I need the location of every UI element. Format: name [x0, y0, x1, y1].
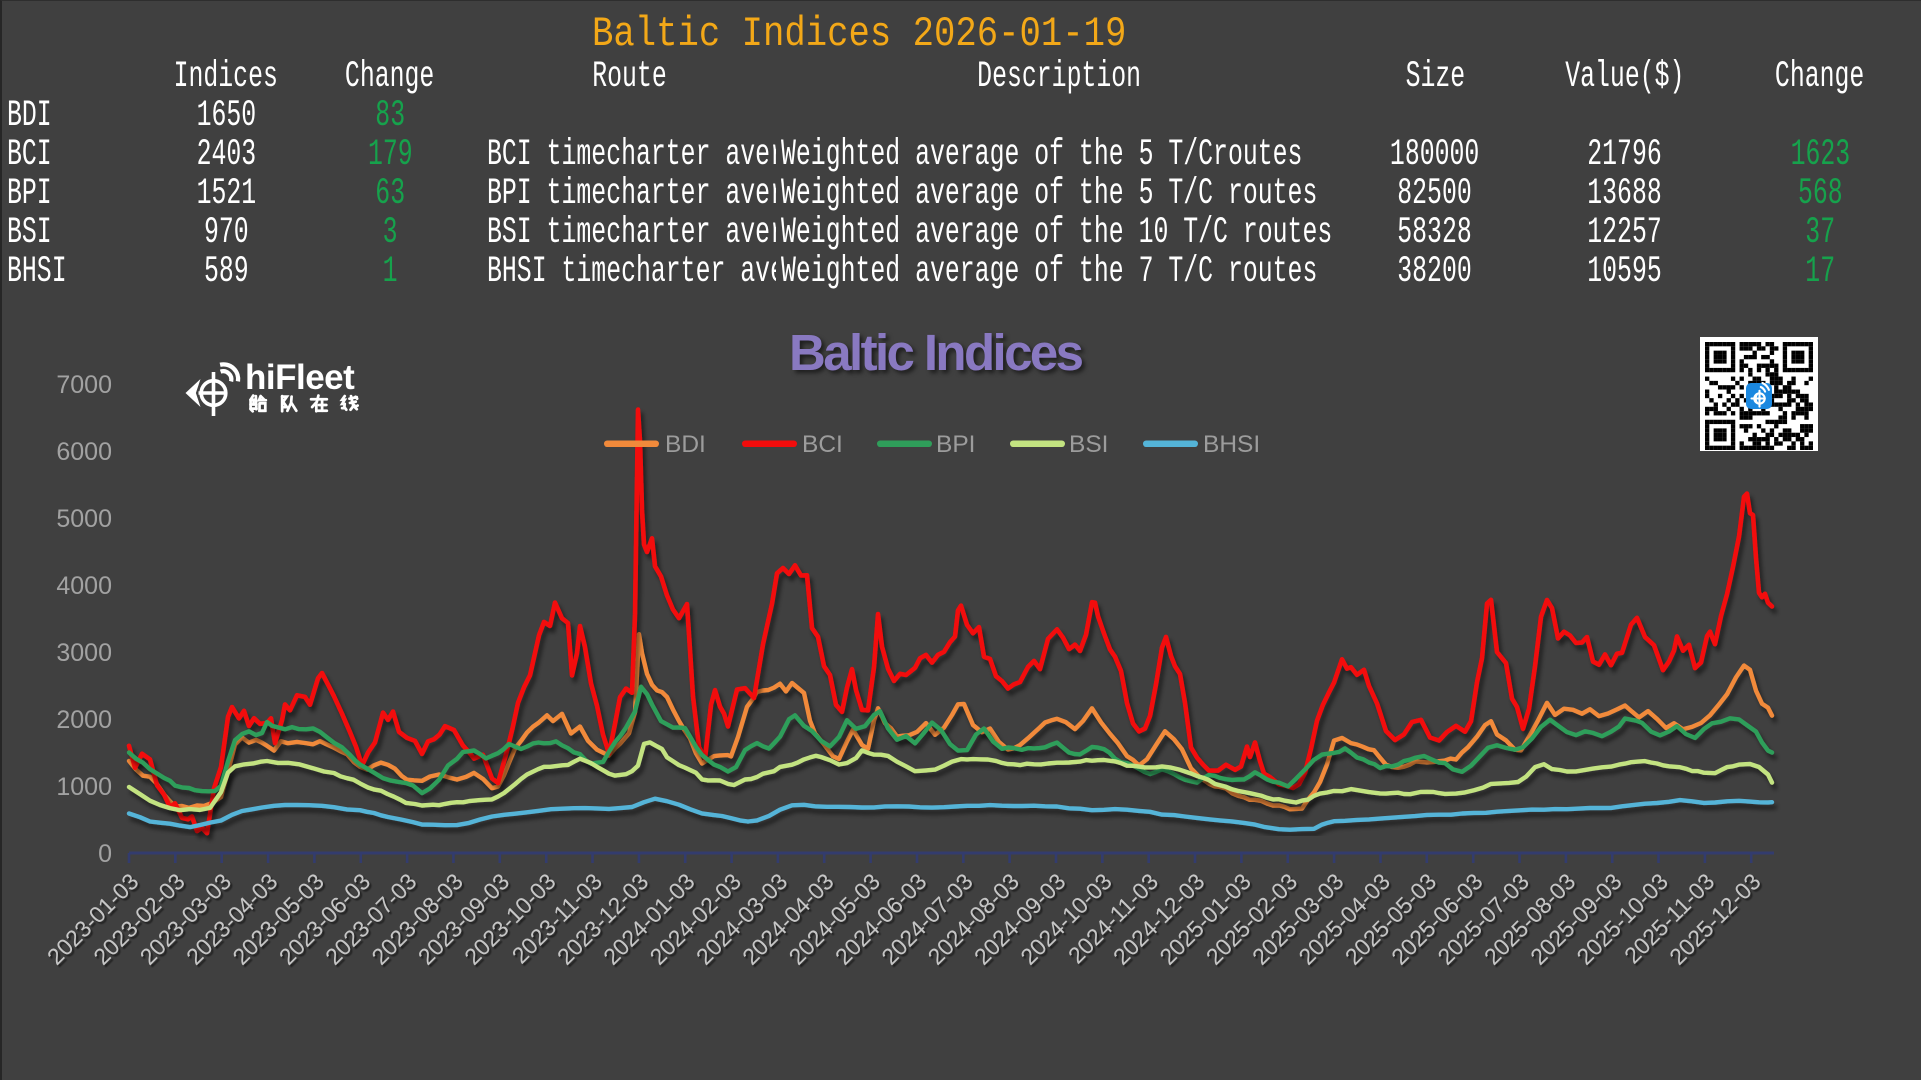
svg-text:3000: 3000 [56, 639, 112, 667]
svg-text:BPI: BPI [936, 431, 976, 458]
svg-text:BDI: BDI [665, 431, 706, 458]
svg-text:2000: 2000 [56, 706, 112, 734]
svg-text:5000: 5000 [56, 505, 112, 533]
svg-text:BHSI: BHSI [1203, 431, 1260, 458]
svg-text:1000: 1000 [56, 773, 112, 801]
svg-text:6000: 6000 [56, 438, 112, 466]
svg-text:BCI: BCI [802, 431, 843, 458]
svg-text:BSI: BSI [1069, 431, 1109, 458]
svg-text:7000: 7000 [56, 371, 112, 399]
svg-text:0: 0 [98, 840, 112, 868]
svg-text:4000: 4000 [56, 572, 112, 600]
